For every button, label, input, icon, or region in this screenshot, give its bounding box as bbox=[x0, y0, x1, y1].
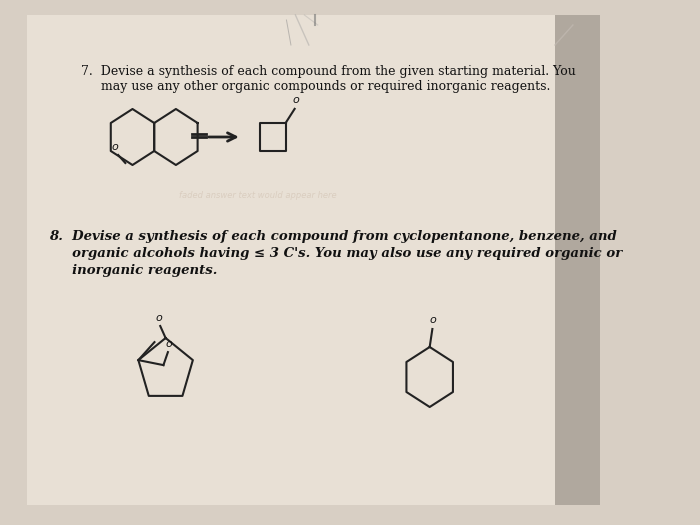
Text: o: o bbox=[292, 95, 299, 105]
Text: inorganic reagents.: inorganic reagents. bbox=[49, 264, 218, 277]
Text: o: o bbox=[165, 339, 172, 349]
Text: may use any other organic compounds or required inorganic reagents.: may use any other organic compounds or r… bbox=[80, 80, 550, 93]
Text: o: o bbox=[111, 142, 118, 152]
Text: organic alcohols having ≤ 3 C's. You may also use any required organic or: organic alcohols having ≤ 3 C's. You may… bbox=[49, 247, 622, 260]
Text: 8.  Devise a synthesis of each compound from cyclopentanone, benzene, and: 8. Devise a synthesis of each compound f… bbox=[49, 230, 617, 243]
Text: 7.  Devise a synthesis of each compound from the given starting material. You: 7. Devise a synthesis of each compound f… bbox=[80, 65, 575, 78]
FancyBboxPatch shape bbox=[555, 15, 600, 505]
Text: o: o bbox=[155, 313, 162, 323]
Text: faded answer text would appear here: faded answer text would appear here bbox=[179, 191, 337, 200]
Text: o: o bbox=[430, 315, 437, 325]
FancyBboxPatch shape bbox=[27, 15, 582, 505]
